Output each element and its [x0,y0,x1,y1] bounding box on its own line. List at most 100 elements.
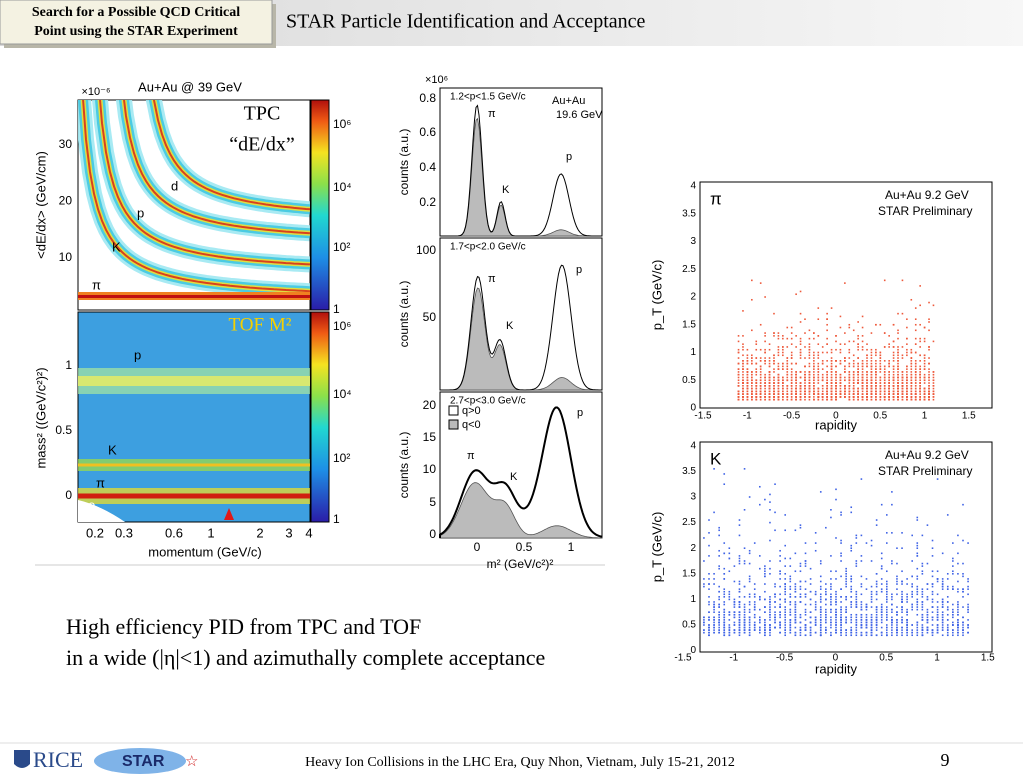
point [910,371,913,373]
point [936,478,939,480]
point [768,343,771,345]
point [946,629,949,631]
point [746,360,749,362]
point [896,631,898,634]
point [825,526,827,529]
point [840,616,842,619]
point [826,393,828,395]
point [855,562,858,565]
point [870,616,873,619]
point [921,573,924,575]
point [764,573,766,575]
colorbar [310,99,330,311]
point [967,578,969,580]
point [875,621,878,624]
point [835,398,837,401]
point [840,611,842,613]
point [962,626,964,629]
point [870,332,873,334]
point [892,373,895,376]
point [921,613,924,616]
y-tick-label: 3.5 [682,466,696,477]
point [941,613,944,616]
point [759,323,762,326]
point [870,593,873,596]
point [817,371,820,373]
point [814,593,817,596]
point [782,351,784,354]
point [821,379,824,382]
point [879,323,882,326]
point [892,323,895,326]
peak-label: K [506,320,514,332]
point [782,390,784,393]
point [826,312,828,315]
point [804,376,806,379]
point [861,346,864,348]
point [728,626,731,629]
point [897,332,899,334]
point [880,611,883,613]
point [875,393,877,395]
point [738,613,741,616]
point [840,608,842,611]
point [733,565,736,567]
band [78,463,310,467]
point [919,340,921,343]
point [931,631,934,634]
point [901,616,903,619]
point [844,376,846,379]
point [789,593,792,596]
point [906,365,908,368]
point [773,393,775,395]
point [755,340,758,343]
point [916,624,919,626]
point [813,360,815,362]
point [738,611,741,613]
point [866,371,868,373]
x-tick-label: 1 [922,411,928,422]
point [789,578,792,580]
point [723,552,726,555]
point [875,598,878,601]
point [946,613,949,616]
y-tick-label: 10 [59,250,73,264]
point [901,601,903,603]
point [799,396,802,398]
point [826,387,828,390]
point [826,343,828,345]
point [830,570,832,573]
point [786,390,789,393]
point [769,603,771,606]
point [861,390,864,393]
point [906,354,908,357]
point [923,362,926,365]
point [723,473,726,475]
point [799,398,802,401]
point [850,606,853,608]
point [916,601,919,603]
point [751,393,753,395]
point [821,393,824,395]
point [789,603,792,606]
point [860,608,863,611]
point [852,376,855,379]
point [748,562,751,565]
point [769,631,771,634]
point [906,387,908,390]
y-tick-label: 1 [690,594,696,605]
point [743,613,746,616]
point [799,340,802,343]
badge-line: Search for a Possible QCD Critical [32,5,240,20]
point [708,601,710,603]
point [773,385,775,387]
point [840,596,842,598]
point [870,390,873,393]
point [926,629,929,631]
point [825,608,827,611]
point [782,368,784,370]
point [896,578,898,580]
point [850,588,853,590]
point [875,379,877,382]
point [743,603,746,606]
